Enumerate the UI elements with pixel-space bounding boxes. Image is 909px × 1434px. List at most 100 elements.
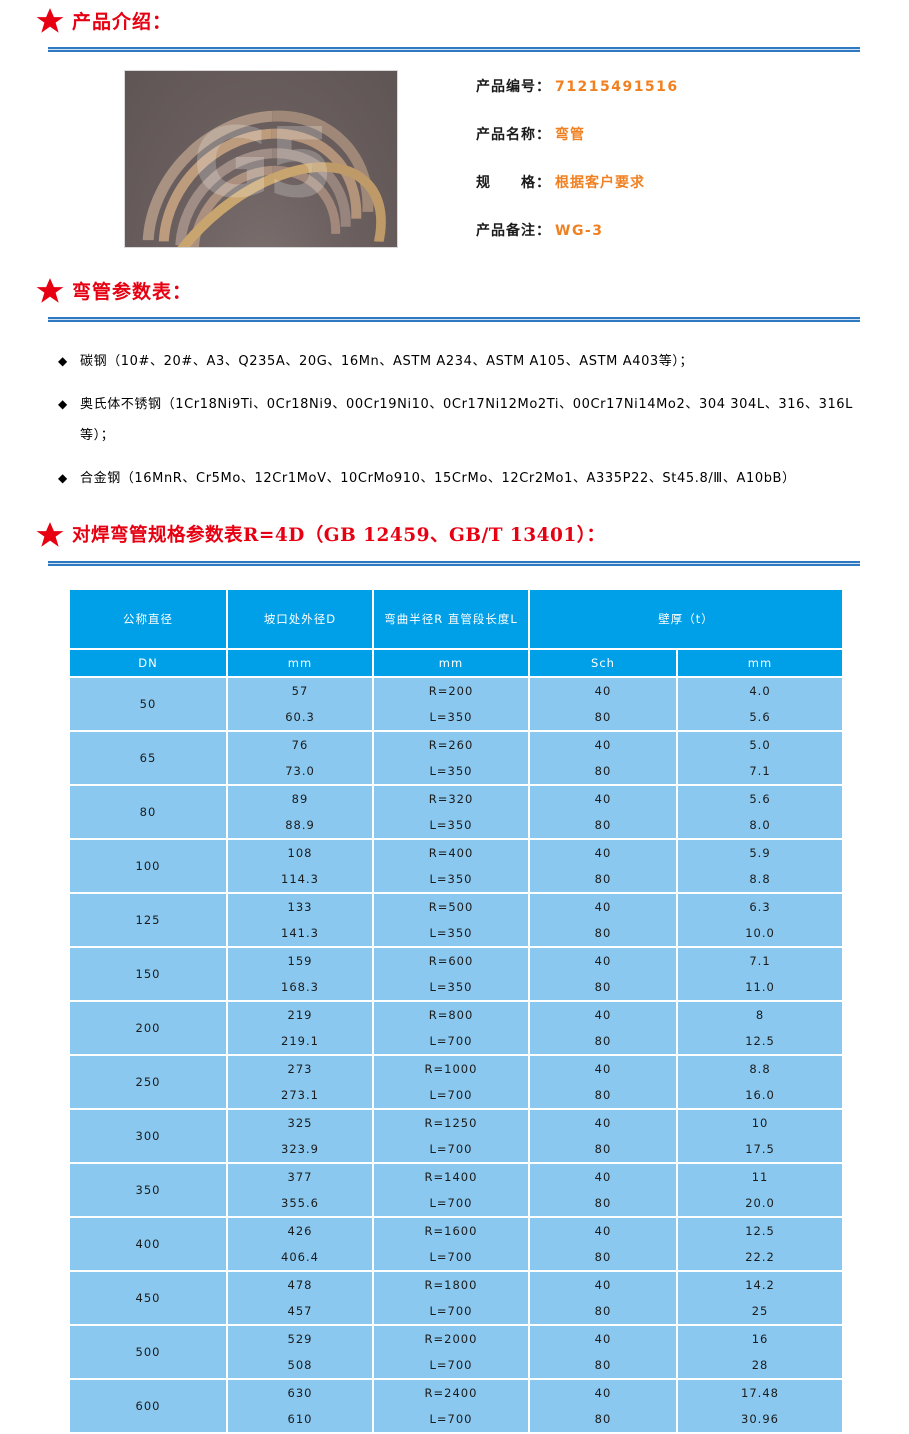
cell-sch-top: 40 [594,1224,612,1238]
product-field-name: 产品名称： 弯管 [476,124,679,144]
cell-sch-bottom: 80 [594,764,612,778]
cell-sch-top: 40 [594,684,612,698]
cell-radius-length: R=1400 L=700 [374,1164,528,1216]
spec-table-wrapper: 公称直径 坡口处外径D 弯曲半径R 直管段长度L 壁厚（t） DN mm mm … [68,588,843,1434]
column-unit-dn: DN [70,650,226,676]
cell-radius-length-bottom: L=700 [429,1142,473,1156]
cell-radius-length-bottom: L=350 [429,710,473,724]
cell-dn: 50 [70,678,226,730]
cell-radius-length: R=1250 L=700 [374,1110,528,1162]
cell-radius-length-bottom: L=700 [429,1412,473,1426]
cell-radius-length-top: R=2400 [424,1386,478,1400]
cell-radius-length: R=1600 L=700 [374,1218,528,1270]
cell-thickness: 8 12.5 [678,1002,843,1054]
cell-outer-diameter: 529 508 [228,1326,372,1378]
cell-thickness: 16 28 [678,1326,843,1378]
cell-sch-bottom: 80 [594,1304,612,1318]
product-field-spec-label: 规 格： [476,175,551,191]
section-heading-material-params: 弯管参数表： [0,270,909,310]
cell-thickness: 4.0 5.6 [678,678,843,730]
cell-radius-length: R=200 L=350 [374,678,528,730]
product-field-remark-value: WG‑3 [555,223,604,239]
product-field-remark: 产品备注： WG‑3 [476,220,679,240]
cell-sch: 40 80 [530,1380,676,1432]
cell-outer-diameter-bottom: 88.9 [285,818,315,832]
cell-sch-top: 40 [594,1170,612,1184]
cell-thickness: 6.3 10.0 [678,894,843,946]
product-field-code-value: 71215491516 [555,79,679,95]
cell-sch-top: 40 [594,792,612,806]
cell-sch-bottom: 80 [594,1088,612,1102]
cell-thickness-bottom: 12.5 [745,1034,775,1048]
cell-outer-diameter-top: 57 [291,684,309,698]
cell-radius-length: R=320 L=350 [374,786,528,838]
cell-outer-diameter: 133 141.3 [228,894,372,946]
cell-radius-length: R=600 L=350 [374,948,528,1000]
cell-sch-bottom: 80 [594,1034,612,1048]
section-divider-1 [48,47,860,52]
product-intro-body: G5 产品编号： 71215491516 产品名称： 弯管 规 格： 根据客户要… [0,70,909,248]
cell-thickness-bottom: 25 [751,1304,769,1318]
cell-thickness-bottom: 16.0 [745,1088,775,1102]
material-bullet-list: ◆ 碳钢（10#、20#、A3、Q235A、20G、16Mn、ASTM A234… [58,346,858,494]
cell-outer-diameter-top: 89 [291,792,309,806]
column-unit-mm-t: mm [678,650,843,676]
product-field-name-value: 弯管 [555,127,585,143]
table-row: 450 478 457 R=1800 L=700 40 80 14.2 25 [70,1272,843,1324]
list-item: ◆ 碳钢（10#、20#、A3、Q235A、20G、16Mn、ASTM A234… [58,346,858,377]
cell-radius-length-bottom: L=350 [429,980,473,994]
section-divider-2 [48,317,860,322]
cell-thickness-top: 14.2 [745,1278,775,1292]
column-header-bend-radius-line1: 弯曲半径R [384,611,444,626]
product-photo: G5 [124,70,398,248]
cell-outer-diameter-bottom: 168.3 [281,980,319,994]
cell-thickness: 8.8 16.0 [678,1056,843,1108]
page-title: 产品介绍： [72,10,173,33]
table-row: 200 219 219.1 R=800 L=700 40 80 8 12.5 [70,1002,843,1054]
cell-sch-bottom: 80 [594,980,612,994]
cell-radius-length-top: R=1250 [424,1116,478,1130]
cell-radius-length-top: R=1600 [424,1224,478,1238]
cell-sch-bottom: 80 [594,1412,612,1426]
cell-sch-bottom: 80 [594,872,612,886]
cell-sch-bottom: 80 [594,926,612,940]
section-product-intro: 产品介绍： G5 产品编号： 71215491516 产品名称： 弯管 规 格： [0,0,909,248]
cell-radius-length-top: R=1400 [424,1170,478,1184]
cell-sch: 40 80 [530,1110,676,1162]
cell-sch-top: 40 [594,1008,612,1022]
cell-dn: 450 [70,1272,226,1324]
cell-outer-diameter: 478 457 [228,1272,372,1324]
cell-outer-diameter: 630 610 [228,1380,372,1432]
cell-outer-diameter-top: 219 [287,1008,313,1022]
product-field-spec: 规 格： 根据客户要求 [476,172,679,192]
cell-sch-bottom: 80 [594,1196,612,1210]
cell-thickness-top: 17.48 [741,1386,779,1400]
cell-sch: 40 80 [530,732,676,784]
product-field-code-label: 产品编号： [476,79,551,95]
cell-thickness-top: 10 [751,1116,769,1130]
column-header-wall-thickness: 壁厚（t） [530,590,843,648]
section-title-spec-table: 对焊弯管规格参数表R=4D（GB 12459、GB/T 13401）： [72,525,606,546]
cell-sch-bottom: 80 [594,1250,612,1264]
cell-radius-length: R=400 L=350 [374,840,528,892]
cell-outer-diameter-top: 377 [287,1170,313,1184]
cell-outer-diameter-top: 133 [287,900,313,914]
table-row: 400 426 406.4 R=1600 L=700 40 80 12.5 22.2 [70,1218,843,1270]
cell-outer-diameter-bottom: 457 [287,1304,313,1318]
section-title-material-params: 弯管参数表： [72,280,193,303]
column-unit-sch: Sch [530,650,676,676]
cell-outer-diameter: 273 273.1 [228,1056,372,1108]
cell-outer-diameter-bottom: 141.3 [281,926,319,940]
section-spec-table: 对焊弯管规格参数表R=4D（GB 12459、GB/T 13401）： 公称直径… [0,514,909,1434]
red-star-icon [36,277,64,305]
cell-radius-length-top: R=800 [428,1008,474,1022]
red-star-icon [36,521,64,549]
cell-radius-length-top: R=1800 [424,1278,478,1292]
cell-sch: 40 80 [530,840,676,892]
list-item: ◆ 奥氏体不锈钢（1Cr18Ni9Ti、0Cr18Ni9、00Cr19Ni10、… [58,389,858,451]
cell-thickness: 14.2 25 [678,1272,843,1324]
cell-thickness-bottom: 8.0 [749,818,771,832]
cell-radius-length-bottom: L=350 [429,764,473,778]
cell-outer-diameter: 89 88.9 [228,786,372,838]
cell-outer-diameter-bottom: 114.3 [281,872,319,886]
